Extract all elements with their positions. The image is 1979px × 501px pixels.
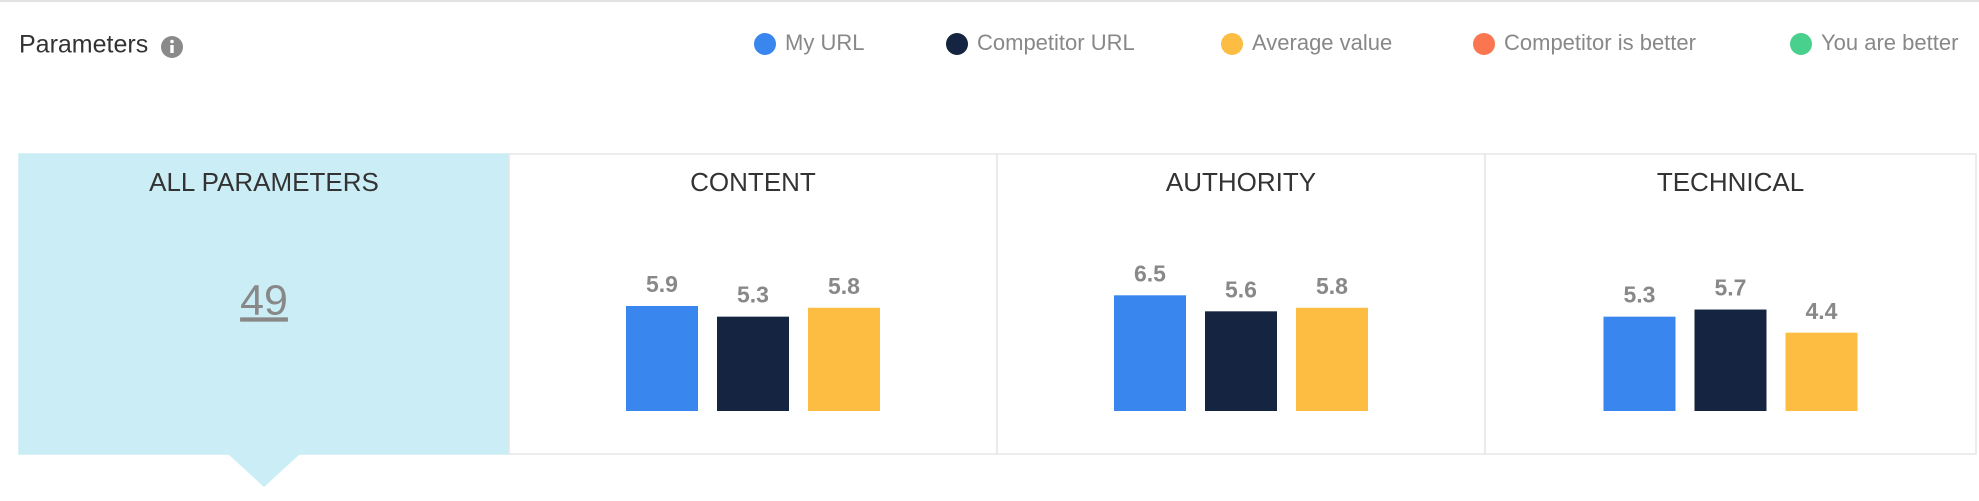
bar-value-label: 5.8 xyxy=(828,273,860,299)
legend-dot xyxy=(1221,33,1243,55)
info-icon[interactable] xyxy=(161,36,183,58)
bar xyxy=(717,316,789,411)
panel-title: TECHNICAL xyxy=(1657,167,1804,197)
legend-dot xyxy=(946,33,968,55)
panel-title: ALL PARAMETERS xyxy=(149,167,379,197)
legend-label: Average value xyxy=(1252,30,1392,55)
bar xyxy=(1785,332,1858,411)
bar xyxy=(626,305,698,411)
bar-value-label: 5.8 xyxy=(1316,273,1348,299)
legend-label: My URL xyxy=(785,30,864,55)
bar-value-label: 5.3 xyxy=(1624,282,1656,308)
bar xyxy=(1114,295,1186,411)
bar-value-label: 4.4 xyxy=(1806,298,1838,324)
bar xyxy=(1603,316,1676,411)
bar-value-label: 5.3 xyxy=(737,282,769,308)
info-stem xyxy=(170,45,174,53)
bar-value-label: 6.5 xyxy=(1134,260,1166,286)
legend-label: You are better xyxy=(1821,30,1958,55)
legend-label: Competitor URL xyxy=(977,30,1135,55)
bar xyxy=(1296,307,1368,411)
bar-value-label: 5.7 xyxy=(1715,275,1747,301)
legend-dot xyxy=(754,33,776,55)
panel-score[interactable]: 49 xyxy=(240,276,288,324)
bar xyxy=(808,307,880,411)
selected-pointer xyxy=(228,454,300,487)
info-dot xyxy=(170,39,174,44)
legend-dot xyxy=(1473,33,1495,55)
bar-value-label: 5.9 xyxy=(646,271,678,297)
section-title: Parameters xyxy=(19,31,148,59)
panel-title: CONTENT xyxy=(690,167,816,197)
legend-label: Competitor is better xyxy=(1504,30,1696,55)
panel-title: AUTHORITY xyxy=(1166,167,1316,197)
panel[interactable] xyxy=(18,153,510,455)
legend-dot xyxy=(1790,33,1812,55)
bar xyxy=(1694,309,1767,411)
bar-value-label: 5.6 xyxy=(1225,276,1257,302)
bar xyxy=(1205,311,1277,411)
